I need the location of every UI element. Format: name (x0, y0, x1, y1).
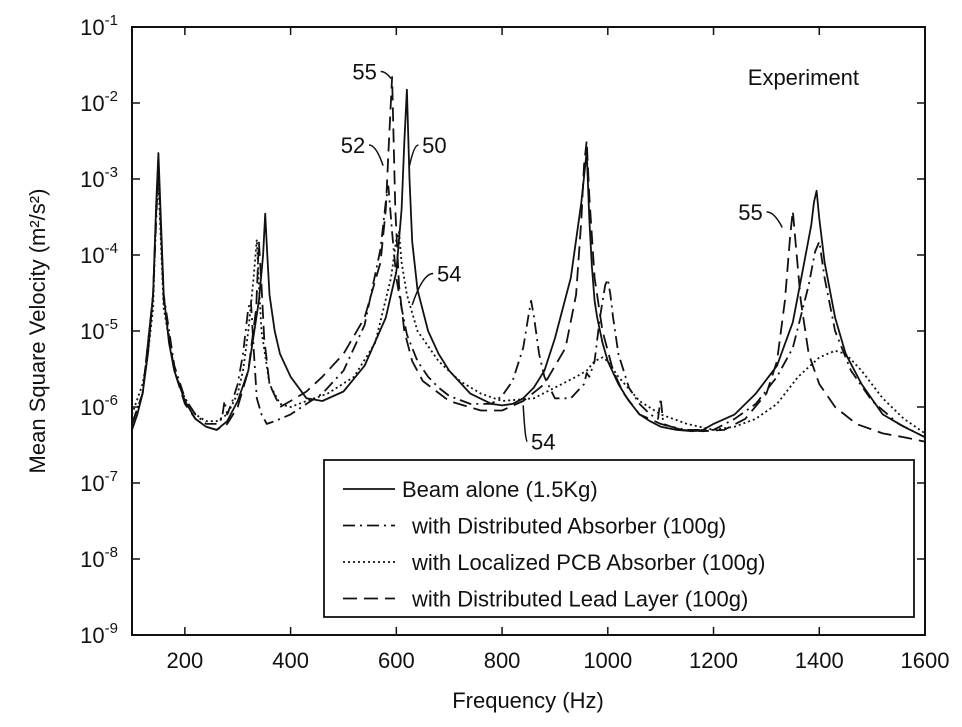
x-tick-label: 600 (378, 648, 415, 673)
annotation-label: 50 (422, 133, 446, 158)
annotation-leader (408, 144, 419, 166)
annotation-label: 55 (738, 200, 762, 225)
y-tick-label: 10-2 (80, 88, 118, 116)
y-axis-label: Mean Square Velocity (m²/s²) (25, 189, 50, 474)
y-tick-label: 10-4 (80, 240, 118, 268)
series-line-1 (132, 88, 925, 439)
annotation-label: 54 (531, 430, 555, 455)
legend-label: with Distributed Lead Layer (100g) (411, 587, 748, 612)
annotation-label: 55 (352, 59, 376, 84)
x-tick-label: 400 (272, 648, 309, 673)
legend: Beam alone (1.5Kg) with Distributed Absor… (323, 459, 915, 618)
y-tick-label: 10-5 (80, 316, 118, 344)
x-tick-label: 1600 (901, 648, 950, 673)
x-tick-label: 1200 (689, 648, 738, 673)
annotation-label: 52 (341, 133, 365, 158)
annotation-leader (411, 272, 434, 306)
y-tick-label: 10-7 (80, 468, 118, 496)
x-tick-label: 1000 (583, 648, 632, 673)
ticks-layer: 200 400 600 800 1000 1200 1400 1600 10-9 10-8 10-7… (80, 12, 949, 673)
y-tick-label: 10-3 (80, 164, 118, 192)
series-line-2 (132, 164, 925, 439)
annotation-label: Experiment (748, 65, 859, 90)
y-tick-label: 10-9 (80, 620, 118, 648)
series-line-3 (132, 181, 925, 435)
annotation-leader (368, 144, 384, 166)
x-tick-label: 800 (484, 648, 521, 673)
annotation-layer: Experiment 55 52 50 54 54 55 (341, 59, 859, 454)
x-axis-label: Frequency (Hz) (452, 688, 604, 713)
legend-label: Beam alone (1.5Kg) (402, 477, 598, 502)
annotation-leader (522, 405, 529, 443)
y-tick-label: 10-6 (80, 392, 118, 420)
annotation-leader (380, 70, 392, 79)
legend-label: with Distributed Absorber (100g) (411, 514, 726, 539)
annotation-label: 54 (437, 262, 461, 287)
legend-box (323, 459, 915, 618)
legend-label: with Localized PCB Absorber (100g) (411, 550, 765, 575)
series-layer (132, 76, 925, 443)
series-line-4 (132, 76, 925, 443)
y-tick-label: 10-1 (80, 12, 118, 40)
x-tick-label: 1400 (795, 648, 844, 673)
y-tick-label: 10-8 (80, 544, 118, 572)
annotation-leader (766, 211, 783, 228)
x-tick-label: 200 (167, 648, 204, 673)
